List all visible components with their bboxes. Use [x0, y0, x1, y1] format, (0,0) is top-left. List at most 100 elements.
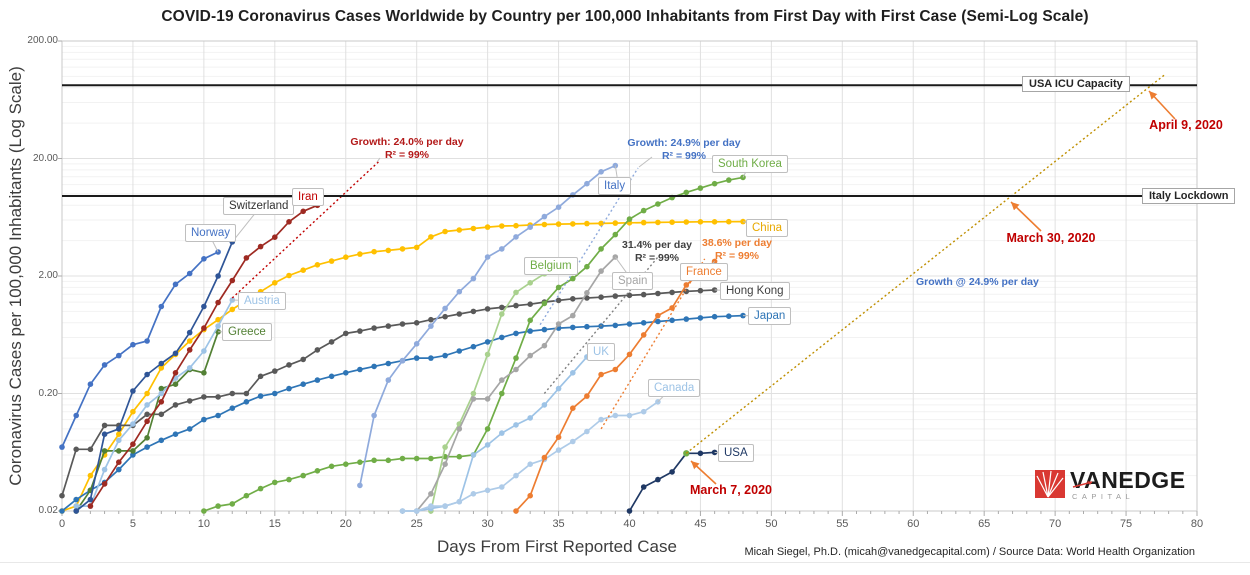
series-marker-hong_kong: [186, 398, 193, 404]
series-marker-italy: [612, 162, 619, 169]
series-marker-hong_kong: [172, 402, 179, 408]
series-marker-canada: [640, 408, 647, 415]
series-marker-china: [570, 221, 576, 227]
series-marker-norway: [116, 352, 122, 359]
series-marker-china: [555, 221, 562, 227]
series-label-austria: Austria: [238, 292, 286, 310]
series-line-norway: [61, 251, 219, 448]
series-marker-japan: [371, 363, 377, 370]
series-marker-china: [598, 220, 604, 227]
reference-label-italy-lockdown: Italy Lockdown: [1142, 188, 1236, 204]
x-tick-label: 80: [1190, 518, 1204, 530]
chart-title: COVID-19 Coronavirus Cases Worldwide by …: [161, 8, 1089, 25]
series-marker-south_korea: [711, 180, 718, 187]
x-tick-label: 25: [410, 518, 423, 530]
x-tick-label: 75: [1119, 518, 1133, 530]
annotation-arrow-2: [690, 460, 717, 485]
x-axis-title: Days From First Reported Case: [437, 537, 677, 556]
series-marker-hong_kong: [385, 323, 392, 329]
series-marker-spain: [598, 268, 604, 274]
series-marker-japan: [697, 315, 704, 321]
series-marker-greece: [201, 370, 207, 376]
series-marker-france: [584, 393, 590, 399]
series-marker-canada: [584, 428, 590, 435]
series-marker-spain: [527, 352, 533, 359]
series-marker-hong_kong: [229, 390, 236, 397]
series-marker-belgium: [484, 351, 491, 358]
series-marker-canada: [499, 484, 505, 490]
series-marker-south_korea: [726, 177, 732, 183]
series-marker-japan: [470, 343, 477, 350]
series-marker-iran: [201, 325, 207, 331]
series-marker-hong_kong: [158, 411, 165, 418]
series-marker-china: [726, 218, 732, 225]
vanedge-logo: VANEDGE CAPITAL: [1035, 469, 1186, 501]
series-marker-south_korea: [598, 246, 604, 252]
series-marker-japan: [640, 320, 647, 326]
series-marker-usa: [626, 508, 633, 514]
series-marker-spain: [555, 321, 562, 327]
series-marker-china: [499, 223, 505, 229]
series-marker-austria: [73, 503, 79, 509]
series-marker-italy: [598, 169, 604, 175]
series-marker-switzerland: [130, 388, 136, 394]
series-label-italy: Italy: [598, 177, 632, 195]
series-marker-south_korea: [541, 300, 548, 307]
series-marker-italy: [484, 254, 491, 260]
series-marker-iran: [158, 399, 165, 405]
series-marker-hong_kong: [513, 302, 519, 309]
credit-line: Micah Siegel, Ph.D. (micah@vanedgecapita…: [744, 546, 1195, 558]
series-marker-south_korea: [300, 472, 307, 479]
series-marker-austria: [130, 421, 136, 427]
series-marker-canada: [612, 412, 619, 419]
series-marker-hong_kong: [428, 316, 434, 323]
vanedge-logo-icon: [1035, 470, 1065, 498]
series-marker-hong_kong: [570, 296, 576, 302]
series-marker-hong_kong: [243, 390, 250, 397]
series-marker-france: [640, 332, 647, 338]
series-marker-china: [385, 247, 392, 254]
series-marker-italy: [371, 412, 377, 419]
series-marker-france: [655, 312, 661, 319]
series-marker-japan: [343, 370, 349, 376]
series-marker-japan: [740, 312, 746, 319]
series-marker-china: [470, 225, 477, 232]
series-label-switzerland: Switzerland: [223, 197, 295, 215]
series-marker-hong_kong: [598, 294, 604, 301]
series-marker-hong_kong: [399, 321, 406, 327]
series-line-usa: [628, 451, 715, 512]
series-marker-france: [570, 405, 576, 412]
series-marker-norway: [59, 444, 65, 450]
series-marker-greece: [172, 381, 179, 388]
series-marker-south_korea: [328, 463, 335, 470]
series-marker-south_korea: [286, 476, 292, 483]
annotation-usa-growth: Growth @ 24.9% per day: [916, 276, 1039, 288]
series-marker-switzerland: [201, 303, 207, 310]
series-marker-hong_kong: [612, 293, 619, 299]
series-marker-hong_kong: [257, 373, 264, 380]
series-marker-italy: [399, 357, 406, 364]
series-marker-italy: [470, 275, 477, 282]
series-marker-south_korea: [357, 459, 363, 466]
series-marker-china: [87, 472, 94, 479]
series-marker-usa: [711, 449, 718, 456]
series-marker-china: [697, 219, 704, 225]
series-marker-japan: [73, 496, 79, 503]
trend-line-usa: [685, 73, 1167, 454]
y-tick-label: 200.00: [27, 35, 58, 46]
series-line-china: [61, 220, 744, 512]
series-marker-uk: [541, 402, 548, 408]
series-label-china: China: [746, 219, 789, 237]
series-marker-japan: [484, 339, 491, 345]
x-tick-label: 30: [481, 518, 494, 530]
series-marker-japan: [385, 360, 392, 367]
series-marker-hong_kong: [87, 446, 94, 453]
series-marker-belgium: [442, 444, 448, 450]
series-marker-hong_kong: [314, 347, 321, 353]
series-marker-japan: [726, 313, 732, 320]
series-marker-iran: [186, 347, 193, 353]
annotation-leader-0: [638, 156, 653, 168]
series-marker-japan: [456, 348, 463, 354]
series-marker-china: [357, 251, 363, 257]
x-tick-label: 70: [1049, 518, 1062, 530]
